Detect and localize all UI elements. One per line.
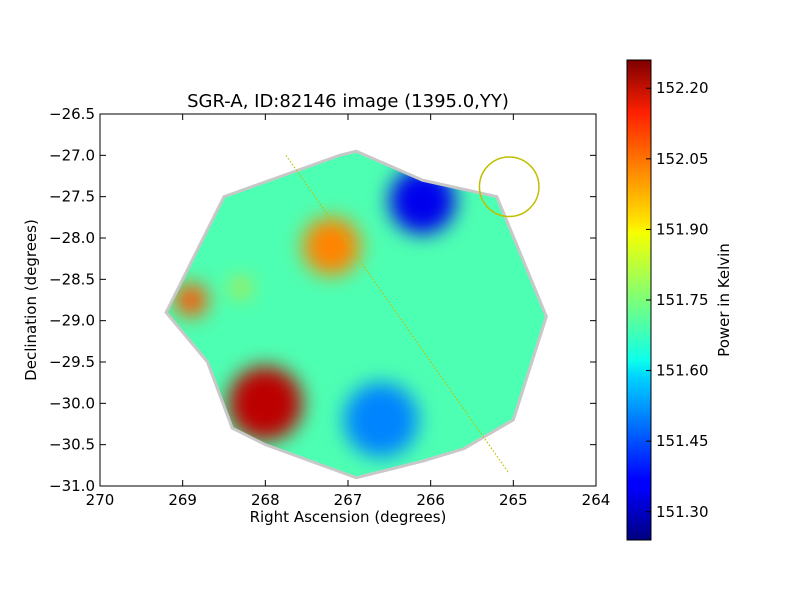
colorbar-tick-label: 151.75 [656, 291, 709, 309]
colorbar-tick-label: 151.90 [656, 220, 709, 238]
x-tick-label: 270 [86, 491, 115, 509]
beam-circle [478, 156, 540, 218]
heat-spot-4 [343, 382, 419, 458]
y-tick-label: −26.5 [49, 105, 95, 123]
colorbar-label: Power in Kelvin [715, 243, 733, 357]
x-tick-label: 264 [582, 491, 611, 509]
y-tick-label: −30.0 [49, 394, 95, 412]
y-tick-label: −30.5 [49, 436, 95, 454]
colorbar-tick-label: 151.45 [656, 432, 709, 450]
y-tick-label: −29.5 [49, 353, 95, 371]
plot-area [99, 113, 597, 487]
x-tick-label: 267 [334, 491, 363, 509]
x-tick-label: 266 [416, 491, 445, 509]
x-tick-label: 265 [499, 491, 528, 509]
colorbar-ticks: 152.20 152.05 151.90 151.75 151.60 151.45 151.… [646, 79, 709, 521]
chart-title: SGR-A, ID:82146 image (1395.0,YY) [187, 91, 509, 112]
annotation-layer [285, 154, 540, 474]
x-tick-label: 268 [251, 491, 280, 509]
y-tick-label: −31.0 [49, 477, 95, 495]
heat-spot-1 [302, 217, 361, 276]
x-axis: 270 269 268 267 266 265 264 [86, 114, 611, 509]
y-axis: −26.5 −27.0 −27.5 −28.0 −28.5 −29.0 −29.5 −30.0… [49, 105, 596, 495]
colorbar-tick-label: 152.20 [656, 79, 709, 97]
colorbar: 152.20 152.05 151.90 151.75 151.60 151.45 151.… [626, 59, 733, 541]
y-tick-label: −29.0 [49, 312, 95, 330]
heat-spot-0 [228, 366, 303, 441]
x-tick-label: 269 [168, 491, 197, 509]
heat-spot-2 [174, 283, 208, 317]
heat-spot-5 [232, 279, 249, 296]
y-tick-label: −27.0 [49, 146, 95, 164]
heatmap-layer [164, 149, 548, 480]
y-tick-label: −28.0 [49, 229, 95, 247]
footprint-edge [164, 149, 548, 480]
colorbar-tick-label: 152.05 [656, 150, 709, 168]
colorbar-tick-label: 151.30 [656, 503, 709, 521]
x-axis-label: Right Ascension (degrees) [250, 508, 447, 526]
y-tick-label: −27.5 [49, 188, 95, 206]
y-axis-label: Declination (degrees) [22, 219, 40, 381]
colorbar-tick-label: 151.60 [656, 362, 709, 380]
y-tick-label: −28.5 [49, 270, 95, 288]
